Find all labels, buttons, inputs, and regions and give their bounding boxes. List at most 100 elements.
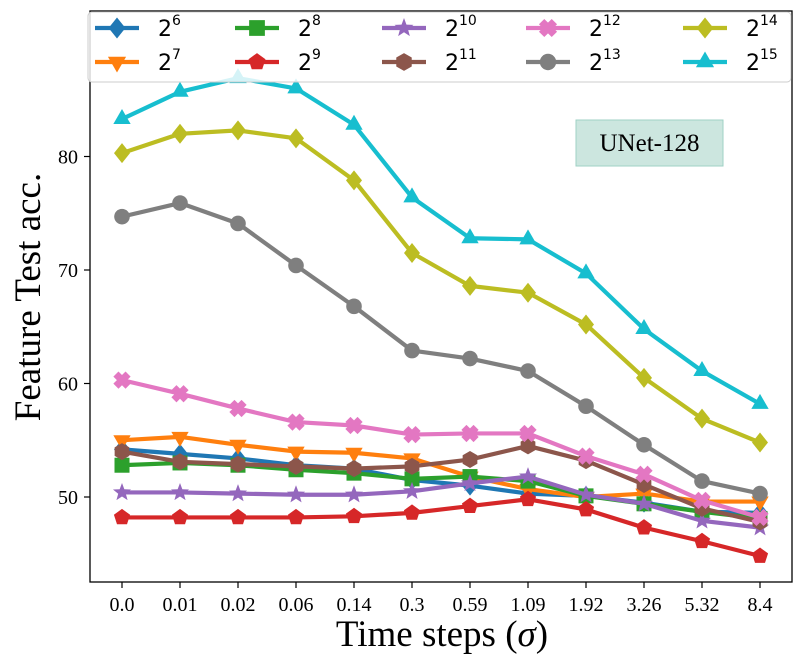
- y-tick-label: 80: [58, 147, 78, 169]
- data-point: [461, 497, 479, 513]
- data-point: [404, 242, 420, 263]
- x-axis-title-main: Time steps (: [336, 614, 518, 655]
- x-tick-label: 0.06: [279, 594, 314, 616]
- legend-frame: [87, 11, 792, 83]
- ticks-layer: 0.0 0.01 0.02 0.06 0.14 0.3 0.59 1.09 1.92 3.26 5.…: [58, 147, 773, 617]
- data-point: [346, 298, 362, 315]
- series-line: [122, 474, 761, 530]
- data-point: [693, 532, 711, 549]
- series-line: [121, 200, 761, 496]
- data-point: [230, 120, 246, 141]
- x-axis-title-end: ): [536, 614, 548, 655]
- data-point: [751, 508, 769, 527]
- legend-label-exponent: 6: [172, 13, 181, 29]
- x-tick-label: 0.14: [337, 594, 372, 616]
- data-point: [287, 413, 305, 431]
- annotation-background: [575, 119, 724, 167]
- legend-entry-2-8: 28: [235, 13, 321, 42]
- data-point: [172, 123, 188, 144]
- x-tick-label: 0.3: [400, 594, 425, 616]
- series-line: [121, 128, 761, 445]
- data-point: [636, 436, 652, 453]
- data-point: [694, 408, 710, 429]
- legend-label-exponent: 11: [459, 47, 477, 63]
- data-point: [519, 229, 537, 245]
- data-point: [751, 547, 769, 563]
- data-point: [635, 319, 653, 335]
- legend-label-exponent: 10: [459, 13, 477, 29]
- data-point: [578, 398, 594, 415]
- data-point: [345, 507, 363, 524]
- series-2-9: [113, 490, 769, 563]
- data-point: [229, 439, 247, 455]
- y-tick-label: 70: [58, 260, 78, 282]
- y-tick-label: 60: [58, 374, 78, 396]
- data-point: [172, 453, 188, 471]
- legend-marker: [396, 53, 412, 71]
- data-point: [112, 482, 132, 501]
- x-tick-label: 3.26: [627, 594, 662, 616]
- data-point: [520, 363, 536, 379]
- data-point: [462, 275, 478, 296]
- x-tick-label: 5.32: [685, 594, 720, 616]
- data-point: [462, 451, 478, 469]
- data-point: [403, 504, 421, 520]
- legend-marker: [248, 53, 266, 70]
- data-point: [520, 282, 536, 303]
- data-point: [635, 519, 653, 535]
- data-point: [694, 473, 710, 489]
- series-2-13: [114, 195, 768, 502]
- data-point: [171, 508, 189, 525]
- data-point: [634, 494, 654, 512]
- x-tick-label: 0.59: [453, 594, 488, 616]
- series-2-14: [114, 120, 768, 453]
- data-point: [403, 187, 421, 203]
- legend-marker: [538, 18, 558, 38]
- data-point: [576, 485, 596, 503]
- y-axis-title: Feature Test acc.: [8, 173, 49, 421]
- data-point: [461, 228, 479, 244]
- data-point: [461, 424, 479, 443]
- data-point: [113, 109, 131, 125]
- data-point: [519, 490, 537, 507]
- x-tick-label: 8.4: [748, 594, 773, 616]
- legend-marker: [107, 56, 127, 73]
- series-line: [121, 434, 760, 504]
- data-point: [114, 208, 130, 225]
- data-point: [635, 465, 653, 483]
- data-point: [114, 143, 130, 164]
- data-point: [346, 460, 362, 478]
- x-tick-label: 0.0: [110, 594, 135, 616]
- annotation-label: UNet-128: [600, 130, 700, 157]
- data-point: [230, 215, 246, 232]
- x-axis-title: Time steps (σ): [336, 614, 548, 655]
- data-point: [346, 170, 362, 191]
- data-point: [229, 508, 247, 525]
- series-line: [122, 497, 761, 559]
- data-point: [577, 500, 595, 517]
- data-point: [578, 314, 594, 335]
- legend-marker: [539, 53, 557, 71]
- series-2-12: [113, 371, 769, 527]
- data-point: [170, 482, 190, 501]
- x-tick-label: 0.02: [221, 594, 256, 616]
- data-point: [404, 342, 420, 359]
- data-point: [344, 485, 364, 503]
- series-2-7: [113, 431, 769, 512]
- data-point: [404, 471, 420, 487]
- data-point: [462, 350, 478, 367]
- data-point: [171, 81, 189, 97]
- data-point: [636, 367, 652, 388]
- data-point: [113, 371, 131, 389]
- data-point: [460, 473, 480, 492]
- x-tick-label: 0.01: [163, 594, 198, 616]
- data-point: [114, 443, 130, 461]
- legend-label-exponent: 13: [603, 47, 621, 63]
- data-point: [171, 431, 189, 447]
- data-point: [230, 455, 246, 473]
- legend-label-exponent: 14: [760, 13, 778, 29]
- data-point: [752, 485, 768, 502]
- plot-frame: [89, 10, 793, 583]
